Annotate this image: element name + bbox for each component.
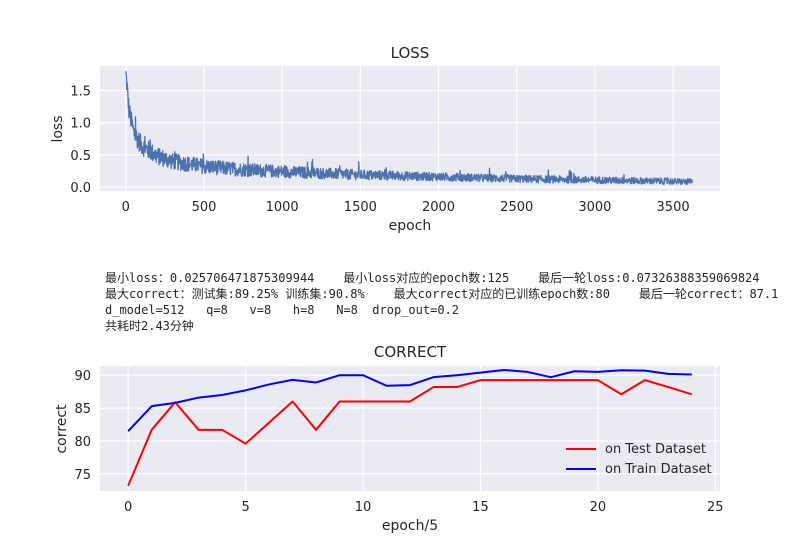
loss-chart: 0 500 1000 1500 2000 2500 3000 3500 0.0 0.5 1.0 1.… [50, 44, 720, 234]
summary-line-1: 最小loss：0.025706471875309944 最小loss对应的epo… [105, 270, 760, 285]
x-tick-label: 5 [241, 500, 249, 515]
correct-y-label: correct [54, 404, 70, 454]
y-tick-label: 80 [74, 435, 91, 450]
x-tick-label: 2500 [500, 200, 533, 215]
x-tick-label: 500 [192, 200, 217, 215]
loss-line [125, 71, 694, 186]
x-tick-label: 20 [590, 500, 607, 515]
x-tick-label: 10 [355, 500, 372, 515]
x-tick-label: 1000 [266, 200, 299, 215]
train-accuracy-line [127, 368, 692, 432]
x-tick-label: 0 [122, 200, 130, 215]
loss-y-label: loss [50, 115, 66, 142]
summary-line-3: d_model=512 q=8 v=8 h=8 N=8 drop_out=0.2 [105, 303, 459, 317]
correct-series [127, 368, 693, 487]
x-tick-label: 1500 [344, 200, 377, 215]
y-tick-label: 1.0 [70, 117, 91, 132]
correct-legend: on Test Dataset on Train Dataset [566, 442, 712, 477]
correct-grid [100, 366, 720, 491]
training-summary: 最小loss：0.025706471875309944 最小loss对应的epo… [105, 270, 778, 333]
loss-x-label: epoch [389, 218, 432, 234]
loss-y-ticks: 0.0 0.5 1.0 1.5 [70, 84, 91, 196]
loss-grid [100, 66, 720, 191]
y-tick-label: 75 [74, 468, 91, 483]
x-tick-label: 2000 [422, 200, 455, 215]
correct-x-ticks: 0 5 10 15 20 25 [124, 500, 724, 515]
correct-plot-area [100, 366, 720, 491]
loss-plot-area [100, 66, 720, 191]
x-tick-label: 15 [472, 500, 489, 515]
summary-line-4: 共耗时2.43分钟 [105, 318, 194, 333]
correct-y-ticks: 75 80 85 90 [74, 369, 91, 483]
x-tick-label: 0 [124, 500, 132, 515]
legend-train-label: on Train Dataset [605, 462, 712, 477]
correct-x-label: epoch/5 [382, 518, 438, 534]
y-tick-label: 90 [74, 369, 91, 384]
test-accuracy-line [127, 379, 693, 487]
correct-chart: 0 5 10 15 20 25 75 80 85 90 CORRECT epoch/5 corr… [54, 343, 724, 534]
loss-title: LOSS [391, 44, 430, 62]
x-tick-label: 3000 [578, 200, 611, 215]
y-tick-label: 0.0 [70, 181, 91, 196]
legend-test-label: on Test Dataset [605, 442, 706, 457]
loss-x-ticks: 0 500 1000 1500 2000 2500 3000 3500 [122, 200, 690, 215]
loss-series [125, 71, 694, 186]
y-tick-label: 1.5 [70, 84, 91, 99]
x-tick-label: 25 [707, 500, 724, 515]
y-tick-label: 85 [74, 402, 91, 417]
summary-line-2: 最大correct：测试集:89.25% 训练集:90.8% 最大correct… [105, 286, 778, 301]
y-tick-label: 0.5 [70, 149, 91, 164]
x-tick-label: 3500 [657, 200, 690, 215]
correct-title: CORRECT [374, 343, 447, 361]
